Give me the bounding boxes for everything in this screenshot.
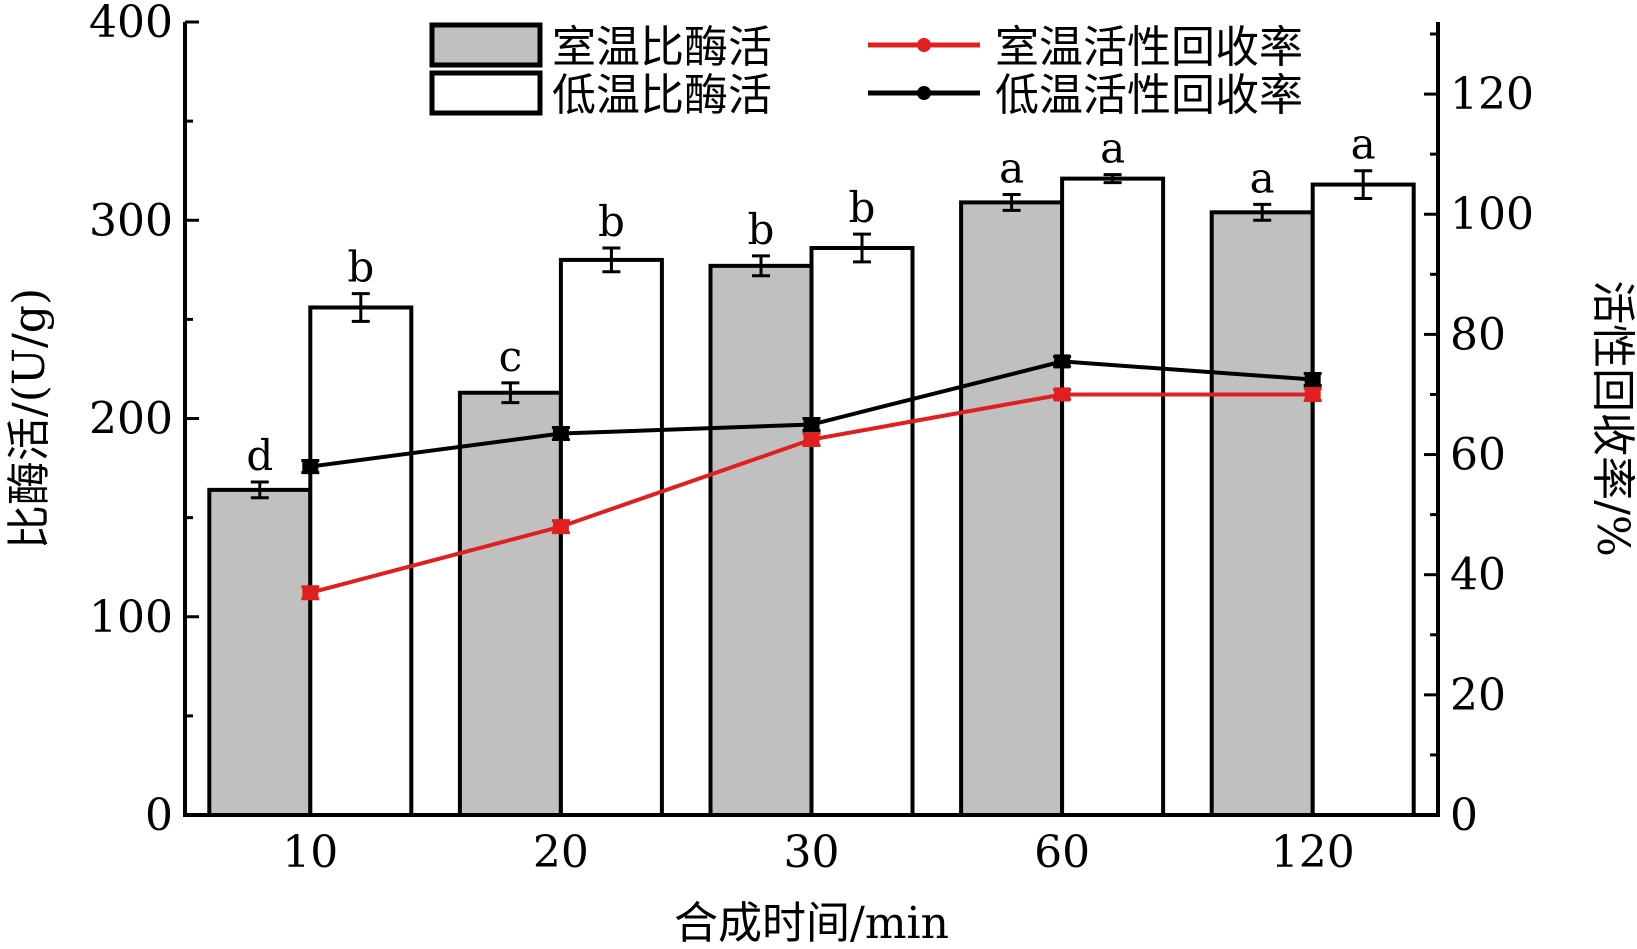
legend-marker: [917, 38, 931, 52]
significance-letter: c: [499, 332, 523, 381]
y2-tick-label: 40: [1450, 550, 1506, 601]
bar-layer: d c b a a b b b a a: [207, 120, 1416, 818]
line-point: [302, 459, 319, 474]
significance-letter: a: [999, 143, 1024, 192]
y2-tick-label: 100: [1450, 189, 1534, 240]
x-tick-label: 10: [282, 827, 338, 878]
significance-letter: a: [1250, 153, 1275, 202]
significance-letter: b: [748, 205, 775, 254]
bar-room: [959, 200, 1065, 818]
y2-tick-label: 20: [1450, 670, 1506, 721]
legend-swatch: [429, 70, 543, 116]
legend-label: 室温比酶活: [552, 22, 772, 73]
y-tick-label: 0: [145, 790, 173, 841]
y2-tick-label: 120: [1450, 69, 1534, 120]
line-point: [552, 519, 569, 534]
line-point: [803, 432, 820, 447]
line-point: [552, 426, 569, 441]
x-tick-label: 120: [1271, 827, 1355, 878]
x-tick-label: 60: [1034, 827, 1090, 878]
x-tick-label: 30: [784, 827, 840, 878]
line-point: [803, 417, 820, 432]
y-axis-title: 比酶活/(U/g): [4, 288, 55, 549]
y2-tick-label: 80: [1450, 309, 1506, 360]
bar-low: [308, 305, 414, 817]
bar-room: [207, 487, 313, 817]
y2-tick-label: 0: [1450, 790, 1478, 841]
line-point: [1304, 387, 1321, 402]
significance-letter: b: [598, 197, 625, 246]
significance-letter: b: [347, 243, 374, 292]
legend-label: 室温活性回收率: [995, 22, 1303, 73]
line-point: [302, 585, 319, 600]
significance-letter: d: [246, 431, 273, 480]
bar-low: [1310, 182, 1416, 817]
line-point: [1054, 387, 1071, 402]
legend-marker: [917, 86, 931, 100]
line-point: [1304, 372, 1321, 387]
bar-low: [809, 246, 915, 817]
bar-low: [1060, 176, 1166, 817]
legend-label: 低温活性回收率: [995, 70, 1303, 121]
x-axis-title: 合成时间/min: [674, 898, 949, 949]
x-tick-label: 20: [533, 827, 589, 878]
significance-letter: a: [1100, 124, 1125, 173]
y-tick-label: 100: [89, 592, 173, 643]
y2-axis-title: 活性回收率/%: [1587, 280, 1637, 557]
y2-tick-label: 60: [1450, 430, 1506, 481]
legend-swatch: [429, 22, 543, 68]
y-tick-label: 300: [89, 195, 173, 246]
significance-letter: a: [1351, 120, 1376, 169]
line-point: [1054, 354, 1071, 369]
significance-letter: b: [849, 183, 876, 232]
line-layer: [301, 354, 1322, 601]
axes: 0 100 200 300 400 0 20 40 60 80 100 120 10 20 30 60 120 合…: [4, 0, 1637, 949]
bar-room: [708, 263, 814, 818]
y-tick-label: 200: [89, 394, 173, 445]
bar-room: [1209, 210, 1315, 817]
legend-label: 低温比酶活: [552, 70, 772, 121]
y-tick-label: 400: [89, 0, 173, 48]
bar-low: [558, 257, 664, 817]
bar-room: [457, 390, 563, 817]
